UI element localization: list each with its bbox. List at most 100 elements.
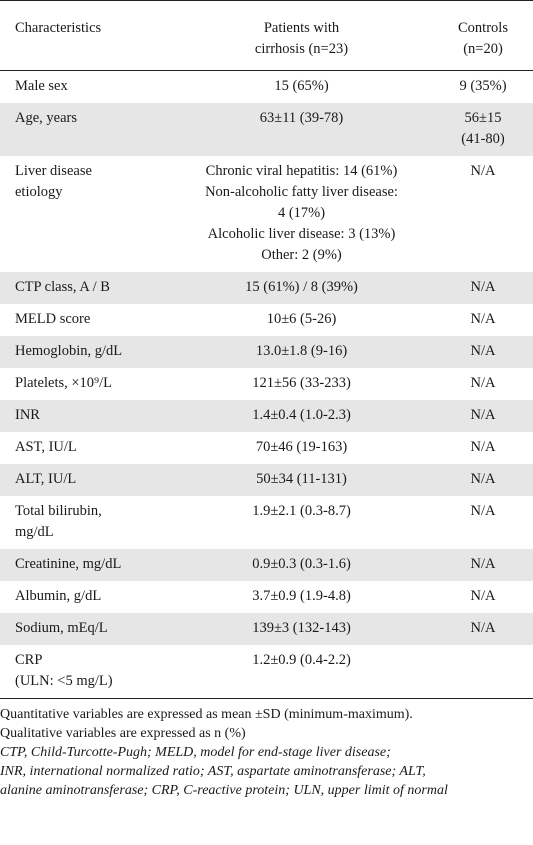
row-controls-value: N/A <box>435 613 533 645</box>
table-row: Sodium, mEq/L 139±3 (132-143) N/A <box>0 613 533 645</box>
table-row: CTP class, A / B 15 (61%) / 8 (39%) N/A <box>0 272 533 304</box>
row-patients-value-line: 10±6 (5-26) <box>266 311 337 327</box>
row-controls-value: 56±15 (41-80) <box>435 103 533 156</box>
row-patients-value: 139±3 (132-143) <box>168 613 435 645</box>
row-controls-value-line: N/A <box>470 311 496 327</box>
row-patients-value: 3.7±0.9 (1.9-4.8) <box>168 581 435 613</box>
row-patients-value-line: 63±11 (39-78) <box>259 110 344 126</box>
row-controls-value: N/A <box>435 432 533 464</box>
row-controls-value: N/A <box>435 581 533 613</box>
table-row: Platelets, ×10⁹/L 121±56 (33-233) N/A <box>0 368 533 400</box>
row-controls-value <box>435 645 533 699</box>
row-patients-value: 13.0±1.8 (9-16) <box>168 336 435 368</box>
row-label-line: (ULN: <5 mg/L) <box>15 673 113 689</box>
row-label: CTP class, A / B <box>0 272 168 304</box>
row-label-line: Platelets, ×10⁹/L <box>15 375 112 391</box>
row-controls-value-line: N/A <box>470 375 496 391</box>
row-label: AST, IU/L <box>0 432 168 464</box>
row-label-line: Liver disease <box>15 163 92 179</box>
notes-abbreviations: CTP, Child-Turcotte-Pugh; MELD, model fo… <box>0 743 533 800</box>
header-characteristics: Characteristics <box>0 1 168 71</box>
row-label: Platelets, ×10⁹/L <box>0 368 168 400</box>
row-label: CRP (ULN: <5 mg/L) <box>0 645 168 699</box>
row-patients-value-line: Non-alcoholic fatty liver disease: <box>205 184 398 200</box>
row-patients-value-line: 1.2±0.9 (0.4-2.2) <box>252 652 351 668</box>
row-controls-value: N/A <box>435 336 533 368</box>
row-label-line: Albumin, g/dL <box>15 588 102 604</box>
row-patients-value-line: Chronic viral hepatitis: 14 (61%) <box>205 163 398 179</box>
row-controls-value: N/A <box>435 496 533 549</box>
row-patients-value: 70±46 (19-163) <box>168 432 435 464</box>
row-patients-value-line: 15 (61%) / 8 (39%) <box>245 279 358 295</box>
row-patients-value-line: 13.0±1.8 (9-16) <box>255 343 348 359</box>
row-controls-value: N/A <box>435 400 533 432</box>
table-row: Total bilirubin, mg/dL 1.9±2.1 (0.3-8.7) N/… <box>0 496 533 549</box>
row-label: Age, years <box>0 103 168 156</box>
row-patients-value-line: 3.7±0.9 (1.9-4.8) <box>252 588 351 604</box>
header-patients-line2: cirrhosis (n=23) <box>254 41 349 57</box>
row-label: Total bilirubin, mg/dL <box>0 496 168 549</box>
row-controls-value-line: (41-80) <box>461 131 505 147</box>
row-controls-value-line: N/A <box>470 620 496 636</box>
row-label-line: etiology <box>15 184 63 200</box>
table-row: MELD score 10±6 (5-26) N/A <box>0 304 533 336</box>
row-controls-value: 9 (35%) <box>435 71 533 104</box>
row-controls-value-line: 9 (35%) <box>459 78 507 94</box>
row-label-line: Age, years <box>15 110 78 126</box>
row-label-line: MELD score <box>15 311 91 327</box>
row-label-line: CTP class, A / B <box>15 279 110 295</box>
row-label: Albumin, g/dL <box>0 581 168 613</box>
table-row: Hemoglobin, g/dL 13.0±1.8 (9-16) N/A <box>0 336 533 368</box>
row-label-line: Total bilirubin, <box>15 503 102 519</box>
row-label: Male sex <box>0 71 168 104</box>
header-controls-line2: (n=20) <box>463 41 503 57</box>
row-patients-value-line: 50±34 (11-131) <box>256 471 347 487</box>
row-label: INR <box>0 400 168 432</box>
row-controls-value-line: 56±15 <box>464 110 502 126</box>
row-patients-value-line: 15 (65%) <box>274 78 329 94</box>
row-controls-value-line: N/A <box>470 343 496 359</box>
row-label-line: CRP <box>15 652 43 668</box>
row-label-line: AST, IU/L <box>15 439 77 455</box>
notes-plain: Quantitative variables are expressed as … <box>0 705 533 743</box>
note-line: alanine aminotransferase; CRP, C-reactiv… <box>0 783 448 798</box>
header-controls: Controls (n=20) <box>435 1 533 71</box>
table-row: CRP (ULN: <5 mg/L) 1.2±0.9 (0.4-2.2) <box>0 645 533 699</box>
table-row: INR 1.4±0.4 (1.0-2.3) N/A <box>0 400 533 432</box>
row-label: Liver disease etiology <box>0 156 168 272</box>
table-row: Creatinine, mg/dL 0.9±0.3 (0.3-1.6) N/A <box>0 549 533 581</box>
row-label-line: INR <box>15 407 40 423</box>
row-label: MELD score <box>0 304 168 336</box>
row-controls-value: N/A <box>435 368 533 400</box>
row-patients-value-line: 121±56 (33-233) <box>252 375 351 391</box>
row-label-line: ALT, IU/L <box>15 471 77 487</box>
row-controls-value: N/A <box>435 304 533 336</box>
row-patients-value: 121±56 (33-233) <box>168 368 435 400</box>
row-patients-value: 15 (61%) / 8 (39%) <box>168 272 435 304</box>
row-patients-value: 15 (65%) <box>168 71 435 104</box>
row-controls-value-line: N/A <box>470 279 496 295</box>
row-controls-value-line: N/A <box>470 163 496 179</box>
row-patients-value-line: 70±46 (19-163) <box>255 439 348 455</box>
table-row: Albumin, g/dL 3.7±0.9 (1.9-4.8) N/A <box>0 581 533 613</box>
row-label: ALT, IU/L <box>0 464 168 496</box>
row-patients-value: 1.9±2.1 (0.3-8.7) <box>168 496 435 549</box>
row-patients-value-line: 0.9±0.3 (0.3-1.6) <box>252 556 351 572</box>
row-patients-value-line: 139±3 (132-143) <box>252 620 351 636</box>
row-controls-value-line: N/A <box>470 503 496 519</box>
header-controls-line1: Controls <box>458 20 508 36</box>
row-controls-value: N/A <box>435 549 533 581</box>
header-row: Characteristics Patients with cirrhosis (… <box>0 0 533 71</box>
row-label-line: Male sex <box>15 78 68 94</box>
row-patients-value: 10±6 (5-26) <box>168 304 435 336</box>
row-label-line: Creatinine, mg/dL <box>15 556 122 572</box>
row-controls-value-line: N/A <box>470 439 496 455</box>
row-patients-value: 50±34 (11-131) <box>168 464 435 496</box>
table-row: ALT, IU/L 50±34 (11-131) N/A <box>0 464 533 496</box>
row-patients-value-line: Alcoholic liver disease: 3 (13%) <box>207 226 396 242</box>
row-controls-value-line: N/A <box>470 556 496 572</box>
row-label: Hemoglobin, g/dL <box>0 336 168 368</box>
row-patients-value-line: 1.4±0.4 (1.0-2.3) <box>252 407 351 423</box>
header-patients-line1: Patients with <box>263 20 340 36</box>
table-body: Male sex 15 (65%) 9 (35%) Age, years 63±11 (… <box>0 71 533 699</box>
